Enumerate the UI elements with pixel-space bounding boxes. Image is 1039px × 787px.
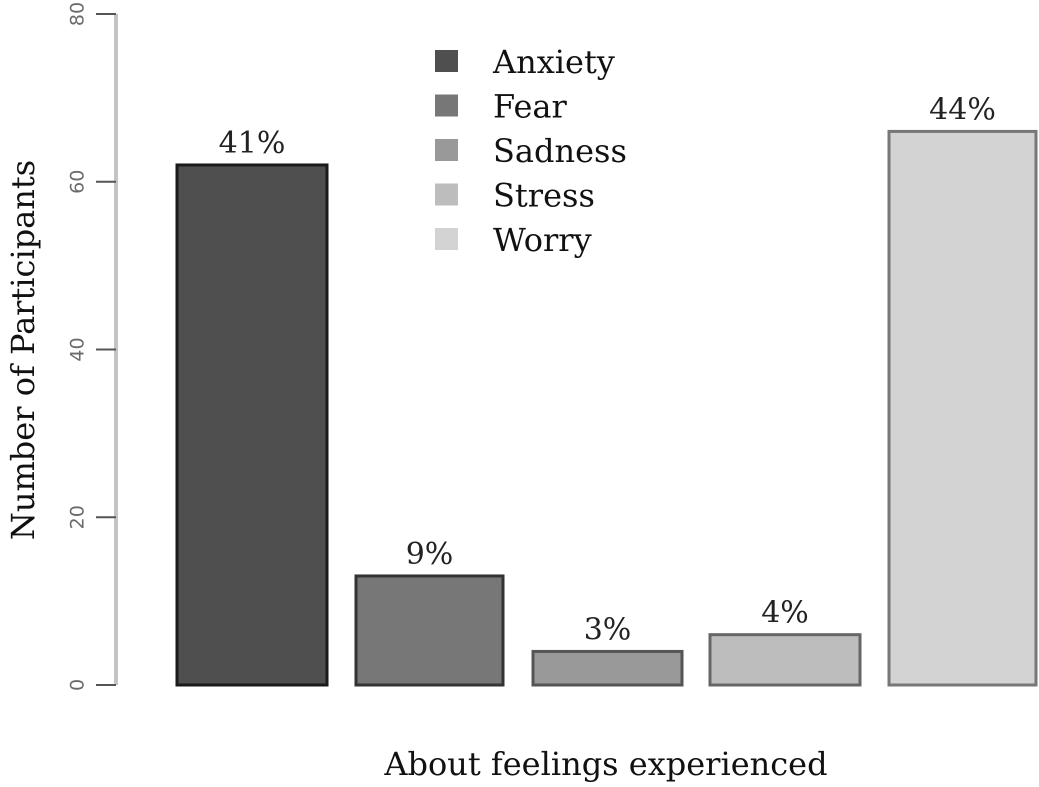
legend-item-fear: Fear [435, 88, 567, 126]
y-tick-label: 80 [67, 2, 89, 26]
legend-label: Anxiety [492, 43, 615, 81]
legend-label: Sadness [493, 132, 627, 170]
x-axis-title: About feelings experienced [383, 745, 827, 783]
y-axis-title: Number of Participants [4, 160, 42, 540]
legend-swatch-icon [435, 94, 458, 117]
bar-stress: 4% [708, 596, 862, 687]
legend-item-anxiety: Anxiety [435, 43, 615, 81]
bar-value-label: 41% [219, 126, 286, 161]
legend-swatch-icon [435, 139, 458, 161]
legend-label: Worry [493, 221, 592, 259]
y-axis: 0 20 40 60 80 [67, 2, 118, 691]
bar-value-label: 44% [929, 92, 996, 127]
legend-swatch-icon [435, 50, 458, 72]
y-tick-label: 60 [67, 170, 89, 194]
legend-swatch-icon [435, 183, 458, 206]
legend-label: Stress [493, 177, 595, 215]
bar-worry: 44% [887, 92, 1038, 687]
bar-anxiety: 41% [175, 126, 329, 687]
bar-value-label: 4% [761, 596, 809, 631]
y-tick-label: 40 [67, 337, 89, 361]
legend-item-stress: Stress [435, 177, 595, 215]
legend-swatch-icon [435, 228, 458, 250]
bars: 41% 9% 3% 4% 44% [175, 92, 1038, 687]
bar-sadness: 3% [531, 612, 684, 687]
y-tick-label: 0 [67, 679, 89, 691]
legend-item-sadness: Sadness [435, 132, 627, 170]
bar-fear: 9% [354, 537, 505, 687]
y-tick-label: 20 [67, 505, 89, 529]
bar-value-label: 3% [584, 612, 632, 647]
legend-item-worry: Worry [435, 221, 592, 259]
bar-value-label: 9% [406, 537, 454, 572]
legend-label: Fear [493, 88, 567, 126]
legend: Anxiety Fear Sadness Stress Worry [435, 43, 627, 259]
